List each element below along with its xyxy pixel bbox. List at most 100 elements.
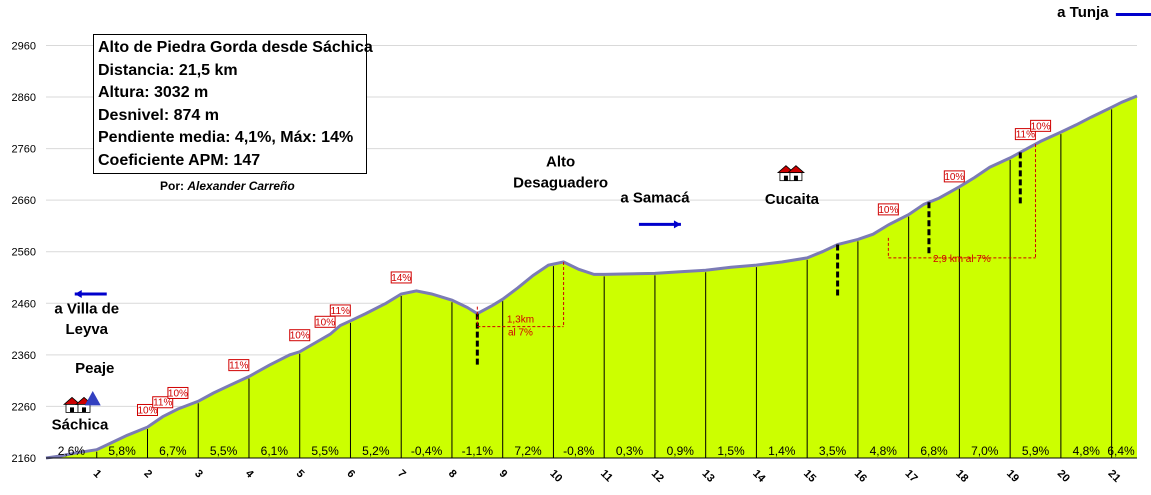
place-peaje: Peaje: [75, 360, 114, 406]
max-grade-labels: 10%11%10%11%10%10%11%14%10%10%11%10%: [136, 119, 1052, 416]
climb-annotation: 1,3km al 7%: [476, 262, 565, 339]
max-grade-box: [329, 304, 351, 317]
route-distance: Distancia: 21,5 km: [98, 61, 238, 79]
x-tick-label: 3: [192, 468, 205, 481]
segment-gradient-label: 3,5%: [819, 444, 847, 458]
place-label-peaje: Peaje: [75, 360, 114, 377]
place-labels: Sáchica Peaje a Villa de Leyva Alto Desaguade…: [52, 4, 1151, 434]
max-grade-label: 11%: [153, 398, 172, 409]
profile-area: [46, 96, 1137, 458]
segment-gradient-label: 4,8%: [1073, 444, 1101, 458]
segment-gradient-label: 6,7%: [159, 444, 187, 458]
place-label-sachica: Sáchica: [52, 417, 109, 434]
segment-gradient-label: 5,9%: [1022, 444, 1050, 458]
max-grade-marker: 10%: [1030, 119, 1052, 132]
door-shape: [82, 407, 86, 413]
annotation-label: 2,9 km al 7%: [933, 254, 991, 265]
max-grade-marker: 10%: [289, 329, 311, 342]
max-grade-label: 10%: [944, 172, 964, 183]
max-grade-box: [167, 386, 189, 399]
climb-annotations: 1,3km al 7% 2,9 km al 7%: [476, 144, 1037, 339]
place-label-villa-line2: Leyva: [65, 321, 108, 338]
x-tick-label: 5: [294, 468, 307, 481]
town-house-icon: [62, 396, 82, 413]
door-shape: [783, 175, 788, 181]
place-label-desaguadero: Desaguadero: [513, 174, 608, 191]
x-tick-label: 9: [497, 468, 510, 481]
x-tick-label: 4: [243, 468, 256, 481]
arrow-right-icon: [1115, 13, 1151, 17]
place-label-alto: Alto: [546, 154, 575, 171]
max-grade-box: [1014, 128, 1036, 141]
x-tick-label: 16: [852, 468, 869, 485]
x-tick-label: 17: [903, 468, 920, 485]
segment-gradient-label: 0,3%: [616, 444, 644, 458]
segment-gradient-label: 7,0%: [971, 444, 999, 458]
route-info-box: Alto de Piedra Gorda desde Sáchica Dista…: [93, 34, 373, 174]
segment-gradient-label: 1,5%: [717, 444, 745, 458]
y-tick-labels: 2160 2260 2360 2460 2560 2660 2760 2860 2960: [12, 40, 36, 465]
max-grade-box: [943, 170, 965, 183]
author-name: Alexander Carreño: [187, 179, 295, 193]
km-dividers: [96, 109, 1113, 458]
arrow-left-icon: [74, 290, 107, 299]
place-label-villa-line1: a Villa de: [54, 301, 119, 318]
x-tick-label: 13: [700, 468, 717, 485]
arrow-head: [74, 290, 82, 299]
max-grade-label: 11%: [1016, 130, 1035, 141]
y-tick-label: 2960: [12, 40, 36, 52]
max-grade-label: 14%: [391, 273, 411, 284]
author-prefix: Por:: [160, 179, 184, 193]
max-grade-box: [152, 396, 174, 409]
annotation-label: 1,3km: [507, 315, 534, 326]
segment-gradient-labels: 2,6% 5,8% 6,7% 5,5% 6,1% 5,5% 5,2% -0,4% -1,1% 7,…: [58, 444, 1135, 458]
max-grade-marker: 10%: [314, 315, 336, 328]
place-tunja: a Tunja: [1057, 4, 1151, 21]
x-tick-label: 8: [446, 468, 459, 481]
segment-gradient-label: 7,2%: [514, 444, 542, 458]
segment-gradient-label: 6,4%: [1107, 444, 1135, 458]
x-tick-label: 1: [91, 468, 104, 481]
max-grade-label: 10%: [878, 205, 898, 216]
profile-outline: [45, 94, 1138, 460]
x-tick-label: 14: [750, 468, 768, 486]
place-sachica: Sáchica: [52, 396, 109, 434]
x-tick-label: 10: [547, 468, 564, 485]
max-grade-box: [1030, 119, 1052, 132]
x-tick-label: 12: [649, 468, 666, 485]
segment-gradient-label: 0,9%: [667, 444, 695, 458]
max-grade-label: 10%: [137, 405, 157, 416]
y-tick-label: 2460: [12, 298, 36, 310]
y-tick-label: 2160: [12, 453, 36, 465]
y-tick-label: 2260: [12, 401, 36, 413]
y-tick-label: 2360: [12, 350, 36, 362]
max-grade-marker: 11%: [152, 396, 174, 409]
x-tick-label: 11: [598, 468, 615, 485]
segment-gradient-label: 5,5%: [210, 444, 238, 458]
x-tick-label: 15: [801, 468, 818, 485]
segment-gradient-label: 5,2%: [362, 444, 390, 458]
y-tick-label: 2760: [12, 144, 36, 156]
route-altitude: Altura: 3032 m: [98, 84, 209, 101]
max-grade-box: [877, 203, 899, 216]
max-grade-marker: 10%: [943, 170, 965, 183]
route-gradient: Pendiente media: 4,1%, Máx: 14%: [98, 129, 354, 146]
max-grade-marker: 10%: [877, 203, 899, 216]
place-samaca: a Samacá: [620, 190, 690, 229]
door-shape: [793, 175, 798, 181]
max-grade-label: 10%: [1031, 121, 1051, 132]
x-tick-label: 2: [141, 468, 154, 481]
segment-gradient-label: -1,1%: [462, 444, 494, 458]
route-coefficient: Coeficiente APM: 147: [98, 151, 261, 169]
route-title: Alto de Piedra Gorda desde Sáchica: [98, 39, 373, 56]
segment-gradient-label: 5,5%: [311, 444, 339, 458]
segment-gradient-label: -0,8%: [563, 444, 595, 458]
max-grade-box: [390, 271, 412, 284]
segment-gradient-label: 6,1%: [261, 444, 289, 458]
segment-gradient-label: 1,4%: [768, 444, 796, 458]
max-grade-marker: 10%: [136, 403, 158, 416]
peaje-triangle-icon: [84, 390, 101, 406]
max-grade-label: 10%: [315, 317, 335, 328]
max-grade-marker: 11%: [329, 304, 351, 317]
